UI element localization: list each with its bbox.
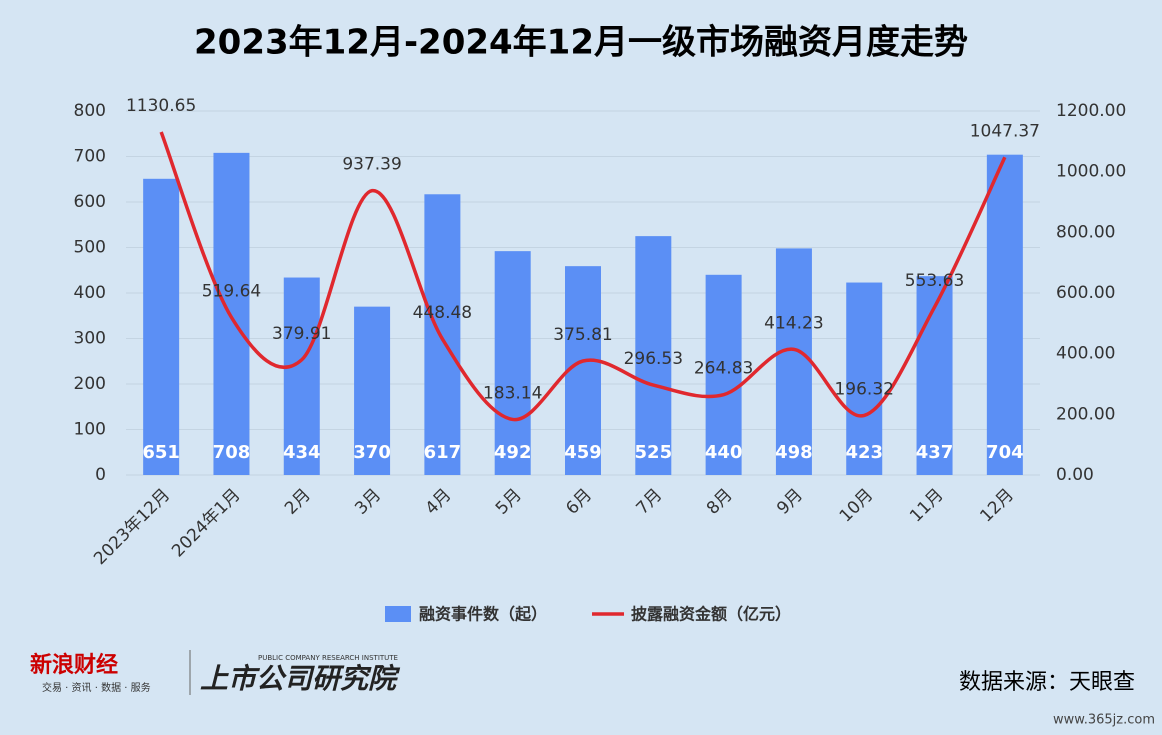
bar: [846, 282, 883, 475]
x-tick-label: 2023年12月: [90, 485, 174, 569]
line: [159, 131, 1007, 422]
brand-tagline: 交易 · 资讯 · 数据 · 服务: [42, 681, 151, 694]
bar: [143, 178, 180, 476]
bar-value-label: 434: [283, 442, 321, 463]
source: 数据来源：天眼查: [959, 670, 1135, 695]
bar: [986, 154, 1023, 475]
bar-value-label: 651: [142, 442, 180, 463]
line-value-label: 183.14: [483, 383, 542, 403]
y-tick-label: 400: [74, 283, 106, 303]
x-tick-label: 12月: [976, 485, 1017, 526]
line-value-label: 414.23: [764, 313, 823, 333]
legend-label: 披露融资金额（亿元）: [631, 605, 791, 624]
y2-tick-label: 0.00: [1056, 465, 1094, 485]
line-value-label: 196.32: [834, 379, 893, 399]
bar: [705, 274, 742, 475]
y2-tick-label: 600.00: [1056, 283, 1115, 303]
bar-value-label: 440: [705, 442, 743, 463]
legend-label: 融资事件数（起）: [419, 605, 547, 624]
bar-value-label: 498: [775, 442, 813, 463]
bar: [494, 251, 531, 475]
bar: [424, 194, 461, 475]
line-value-label: 375.81: [553, 325, 612, 345]
y-tick-label: 100: [74, 420, 106, 440]
y-tick-label: 600: [74, 192, 106, 212]
bar: [283, 277, 320, 475]
x-tick-label: 6月: [562, 485, 596, 519]
y2-tick-label: 400.00: [1056, 344, 1115, 364]
legend-swatch: [385, 606, 411, 622]
chart-title: 2023年12月-2024年12月一级市场融资月度走势: [194, 23, 968, 63]
bar: [565, 266, 601, 475]
bar-value-label: 370: [353, 442, 391, 463]
bar-value-label: 437: [916, 442, 954, 463]
y2-tick-label: 800.00: [1056, 222, 1115, 242]
y-tick-label: 700: [74, 147, 106, 167]
x-tick-label: 8月: [703, 485, 737, 519]
bar: [775, 248, 812, 475]
bar-value-label: 708: [213, 442, 251, 463]
bar-value-label: 525: [635, 442, 673, 463]
institute-en: PUBLIC COMPANY RESEARCH INSTITUTE: [258, 654, 398, 662]
x-tick-label: 2024年1月: [168, 485, 244, 561]
bar-value-label: 704: [986, 442, 1024, 463]
y2-tick-label: 1200.00: [1056, 101, 1126, 121]
y-tick-label: 200: [74, 374, 106, 394]
y-tick-label: 500: [74, 238, 106, 258]
bar-value-label: 459: [564, 442, 602, 463]
x-tick-label: 2月: [281, 485, 315, 519]
line-value-label: 553.63: [905, 271, 964, 291]
line-value-label: 937.39: [342, 155, 401, 175]
bar: [213, 152, 250, 476]
bar-value-label: 423: [845, 442, 883, 463]
x-tick-label: 9月: [773, 485, 807, 519]
bar: [635, 236, 672, 475]
bar-value-label: 617: [424, 442, 462, 463]
y-tick-label: 0: [95, 465, 106, 485]
footer: 新浪财经 交易 · 资讯 · 数据 · 服务 PUBLIC COMPANY RE…: [30, 650, 1155, 728]
line-value-label: 519.64: [202, 281, 261, 301]
bar-value-label: 492: [494, 442, 532, 463]
x-tick-label: 10月: [836, 485, 877, 526]
bar: [354, 306, 391, 475]
brand: 新浪财经: [30, 652, 118, 678]
line-value-label: 1047.37: [970, 121, 1040, 141]
x-tick-label: 4月: [422, 485, 456, 519]
line-value-label: 296.53: [624, 349, 683, 369]
x-tick-label: 7月: [633, 485, 667, 519]
y-tick-label: 800: [74, 101, 106, 121]
y-tick-label: 300: [74, 329, 106, 349]
x-tick-label: 3月: [351, 485, 385, 519]
x-tick-label: 11月: [906, 485, 947, 526]
institute: 上市公司研究院: [200, 662, 401, 695]
x-tick-label: 5月: [492, 485, 526, 519]
line-value-label: 379.91: [272, 324, 331, 344]
y2-tick-label: 200.00: [1056, 404, 1115, 424]
line-value-label: 1130.65: [126, 96, 196, 116]
line-value-label: 264.83: [694, 359, 753, 379]
watermark: www.365jz.com: [1053, 713, 1155, 728]
y2-tick-label: 1000.00: [1056, 162, 1126, 182]
line-value-label: 448.48: [413, 303, 472, 323]
